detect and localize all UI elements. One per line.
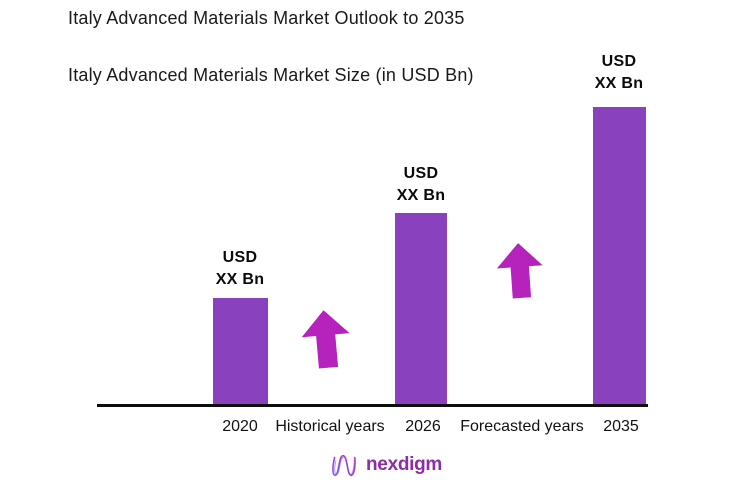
annotation-historical-years: Historical years [275,418,385,435]
bar-value-line1: USD [403,165,439,182]
nexdigm-wordmark: nexdigm [366,454,443,475]
up-arrow-icon [495,241,545,299]
up-arrow-icon [300,308,353,370]
x-tick-2026: 2026 [405,418,441,435]
bar-value-line2: XX Bn [396,187,446,204]
bar-2026 [395,213,447,404]
x-tick-2035: 2035 [603,418,639,435]
x-tick-2020: 2020 [222,418,258,435]
bar-value-line1: USD [601,53,637,70]
annotation-forecasted-years: Forecasted years [460,418,584,435]
bar-2035 [593,107,646,404]
x-axis-line [97,404,648,407]
chart-subtitle: Italy Advanced Materials Market Size (in… [68,65,474,85]
chart-title: Italy Advanced Materials Market Outlook … [68,8,465,28]
bar-value-label-2026: USD XX Bn [361,163,481,207]
nexdigm-wave-icon [329,449,359,481]
bar-value-line1: USD [222,249,258,266]
bar-2020 [213,298,268,404]
bar-value-line2: XX Bn [215,271,265,288]
bar-value-label-2020: USD XX Bn [180,247,300,291]
bar-value-label-2035: USD XX Bn [559,51,679,95]
bar-value-line2: XX Bn [594,75,644,92]
nexdigm-logo: nexdigm [329,449,442,481]
